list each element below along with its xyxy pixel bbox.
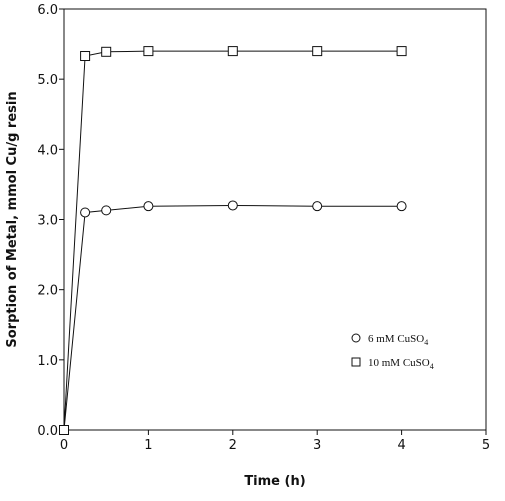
x-tick-label: 4 [397, 438, 405, 453]
legend-label-subscript: 4 [424, 338, 428, 347]
legend-marker-square [351, 357, 361, 367]
x-tick-label: 1 [144, 438, 152, 453]
data-point-circle [80, 207, 91, 218]
series-layer [59, 46, 407, 435]
data-point-circle [143, 201, 154, 212]
data-point-square [143, 46, 154, 57]
y-tick-label: 2.0 [37, 284, 58, 299]
x-tick-label: 3 [313, 438, 321, 453]
y-tick-label: 5.0 [37, 73, 58, 88]
series-circle [59, 200, 407, 435]
series-line [63, 204, 402, 431]
legend-label: 6 mM CuSO4 [368, 333, 428, 347]
data-point-circle [227, 200, 238, 211]
x-tick-label: 2 [229, 438, 237, 453]
data-point-square [101, 46, 112, 57]
y-tick-label: 0.0 [37, 424, 58, 439]
y-tick-label: 1.0 [37, 354, 58, 369]
y-tick-label: 6.0 [37, 3, 58, 18]
y-axis-title: Sorption of Metal, mmol Cu/g resin [5, 91, 20, 347]
data-point-square [312, 46, 323, 57]
data-point-square [80, 51, 91, 62]
data-point-circle [396, 201, 407, 212]
legend-label-text: 6 mM CuSO [368, 333, 424, 345]
x-tick-label: 0 [60, 438, 68, 453]
series-square [59, 46, 407, 435]
data-point-square [59, 425, 69, 435]
data-point-square [227, 46, 238, 57]
legend-marker-circle [351, 333, 361, 343]
series-line [63, 50, 402, 431]
x-axis-title: Time (h) [244, 474, 305, 489]
data-point-circle [101, 205, 112, 216]
data-point-square [396, 46, 407, 57]
legend-label: 10 mM CuSO4 [368, 357, 434, 371]
legend-label-text: 10 mM CuSO [368, 357, 430, 369]
y-tick-label: 3.0 [37, 214, 58, 229]
legend-label-subscript: 4 [430, 362, 434, 371]
x-tick-label: 5 [482, 438, 490, 453]
data-point-circle [312, 201, 323, 212]
y-tick-label: 4.0 [37, 143, 58, 158]
legend-item: 6 mM CuSO4 [351, 333, 428, 347]
axes: 0 1 2 3 4 5 0.0 1.0 2.0 3.0 4.0 5.0 6.0 [37, 3, 490, 453]
legend-item: 10 mM CuSO4 [351, 357, 434, 371]
